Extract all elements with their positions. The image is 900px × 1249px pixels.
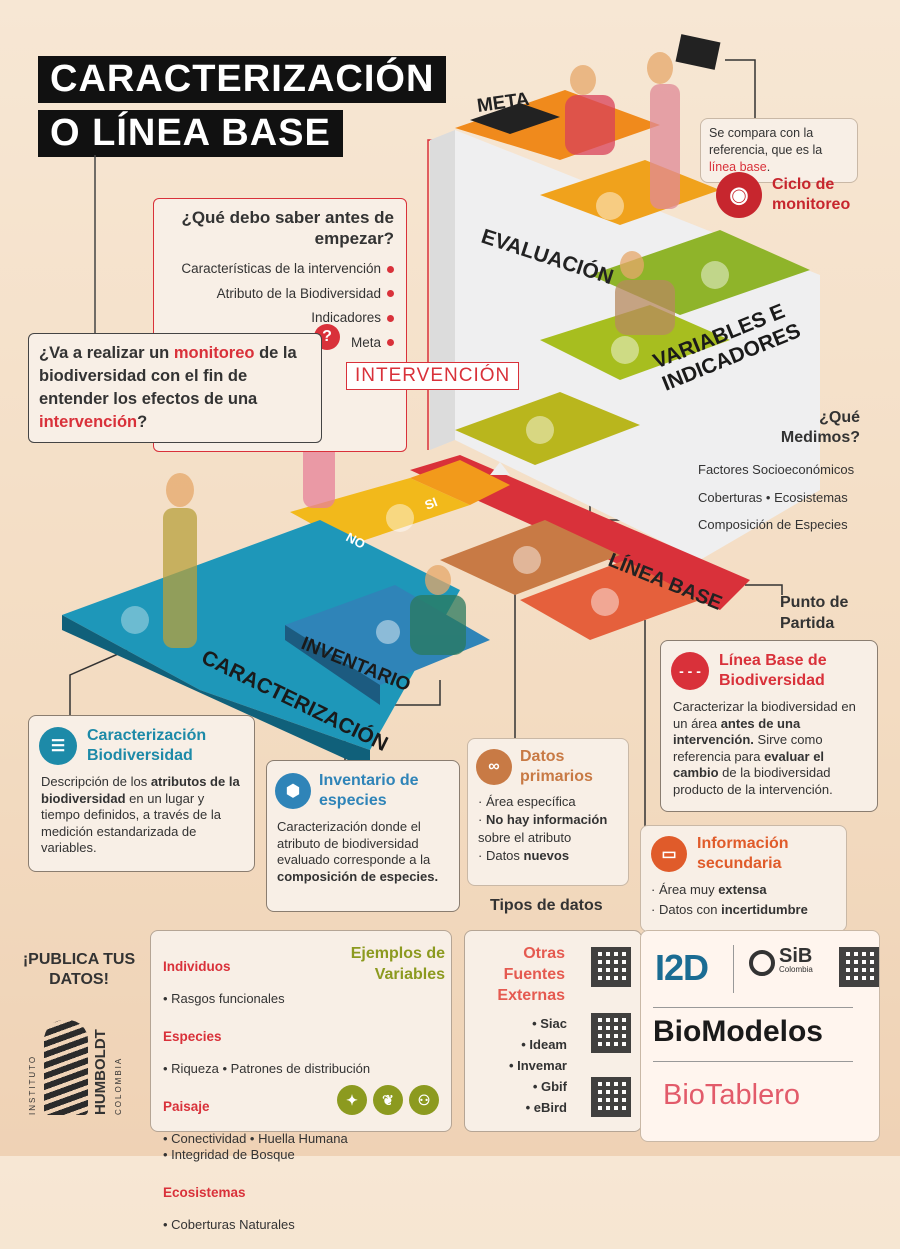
linea-base-card: - - - Línea Base de Biodiversidad Caract…: [660, 640, 878, 812]
ejemplos-group-name: Individuos: [163, 959, 231, 974]
fuente-item: • eBird: [525, 1100, 567, 1115]
stairs-diagram: META EVALUACIÓN LÍNEA BASE INVENTARIO CA…: [62, 34, 820, 835]
ejemplos-group-name: Ecosistemas: [163, 1185, 246, 1200]
sib-logo[interactable]: SiB Colombia: [749, 946, 813, 977]
binoculars-icon: ∞: [476, 749, 512, 785]
compare-note: Se compara con la referencia, que es la …: [700, 118, 858, 183]
linea-base-text: Caracterizar la biodiversidad en un área…: [673, 699, 856, 797]
info-secundaria-item: · Área muy extensa: [651, 882, 767, 897]
wheat-icon: [44, 1020, 88, 1115]
fuente-item: • Ideam: [521, 1037, 567, 1052]
label-si: SI: [423, 494, 440, 513]
step-linea-base: [410, 455, 750, 610]
question-heading: ¿Qué debo saber antes de empezar?: [181, 208, 394, 248]
que-medimos-item: Coberturas • Ecosistemas: [698, 489, 848, 505]
platforms-box: I2D SiB Colombia BioModelos BioTablero: [640, 930, 880, 1142]
bullet-dot: [387, 339, 394, 347]
info-secundaria-item: · Datos con incertidumbre: [651, 902, 808, 917]
title-line-1: CARACTERIZACIÓN: [38, 56, 447, 103]
qr-code[interactable]: [591, 947, 631, 987]
que-medimos-item: Factores Socioeconómicos: [698, 462, 855, 477]
sib-gear-icon: [749, 950, 775, 976]
biotablero-logo[interactable]: BioTablero: [663, 1079, 801, 1111]
ejemplos-heading: Ejemplos de Variables: [350, 945, 445, 983]
tag-icon: ⬢: [275, 773, 311, 809]
qr-code[interactable]: [839, 947, 879, 987]
bullet-dot: [387, 265, 394, 273]
que-medimos-item: Composición de Especies: [698, 517, 848, 532]
step-caracterizacion: [62, 520, 460, 750]
fuente-item: • Siac: [532, 1016, 567, 1031]
publica-label: ¡PUBLICA TUS DATOS!: [22, 951, 136, 988]
bird-icon: ✦: [337, 1085, 367, 1115]
qr-code[interactable]: [591, 1013, 631, 1053]
question-item: Meta: [154, 331, 394, 356]
humboldt-logo: INSTITUTO HUMBOLDT COLOMBIA: [28, 1020, 128, 1115]
datos-primarios-item: · Área específica: [478, 794, 576, 809]
ejemplos-group-name: Paisaje: [163, 1099, 210, 1114]
inventario-card: ⬢ Inventario de especies Caracterización…: [266, 760, 460, 912]
info-secundaria-card: ▭ Información secundaria · Área muy exte…: [640, 825, 847, 932]
biomodelos-logo[interactable]: BioModelos: [653, 1015, 823, 1048]
tipos-datos-label: Tipos de datos: [490, 897, 603, 914]
bullet-dot: [387, 314, 394, 322]
ciclo-monitoreo: ◉ Ciclo de monitoreo: [716, 172, 882, 218]
inventario-text: Caracterización donde el atributo de bio…: [277, 819, 439, 884]
i2d-logo[interactable]: I2D: [655, 947, 709, 988]
eye-cycle-icon: ◉: [716, 172, 762, 218]
people-icon: ⚇: [409, 1085, 439, 1115]
caracterizacion-card: ☰ Caracterización Biodiversidad Descripc…: [28, 715, 255, 872]
datos-primarios-card: ∞ Datos primarios · Área específica · No…: [467, 738, 629, 886]
step-inventario: [285, 585, 490, 685]
main-question: ¿Va a realizar un monitoreo de la biodiv…: [28, 333, 322, 443]
question-item: Atributo de la Biodiversidad: [154, 282, 394, 307]
fuente-item: • Gbif: [532, 1079, 567, 1094]
intervencion-tag: INTERVENCIÓN: [346, 362, 520, 390]
otras-fuentes-heading: Otras Fuentes Externas: [497, 945, 565, 1004]
question-item: Características de la intervención: [154, 257, 394, 282]
monitor-icon: ▭: [651, 836, 687, 872]
datos-primarios-item: · Datos nuevos: [478, 848, 570, 863]
question-item: Indicadores: [154, 306, 394, 331]
fuente-item: • Invemar: [508, 1058, 567, 1073]
que-medimos-list: Factores Socioeconómicos Coberturas • Ec…: [698, 456, 854, 539]
ejemplos-group-items: • Riqueza • Patrones de distribución: [163, 1061, 371, 1076]
list-icon: ☰: [39, 727, 77, 765]
leaf-icon: ❦: [373, 1085, 403, 1115]
otras-fuentes-box: Otras Fuentes Externas • Siac • Ideam • …: [464, 930, 642, 1132]
bullet-dot: [387, 290, 394, 298]
que-medimos-heading: ¿Qué Medimos?: [780, 409, 860, 446]
qr-code[interactable]: [591, 1077, 631, 1117]
punto-partida: Punto de Partida: [780, 594, 849, 632]
ejemplos-group-items: • Conectividad • Huella Humana • Integri…: [163, 1131, 348, 1162]
caracterizacion-text: Descripción de los atributos de la biodi…: [41, 774, 240, 855]
ejemplos-group-items: • Rasgos funcionales: [163, 991, 285, 1006]
ejemplos-group-name: Especies: [163, 1029, 222, 1044]
ejemplos-box: Ejemplos de Variables Individuos • Rasgo…: [150, 930, 452, 1232]
title-line-2: O LÍNEA BASE: [38, 110, 343, 157]
datos-primarios-item: · No hay información sobre el atributo: [478, 812, 608, 845]
ejemplos-group-items: • Coberturas Naturales: [163, 1217, 295, 1232]
dashes-icon: - - -: [671, 652, 709, 690]
